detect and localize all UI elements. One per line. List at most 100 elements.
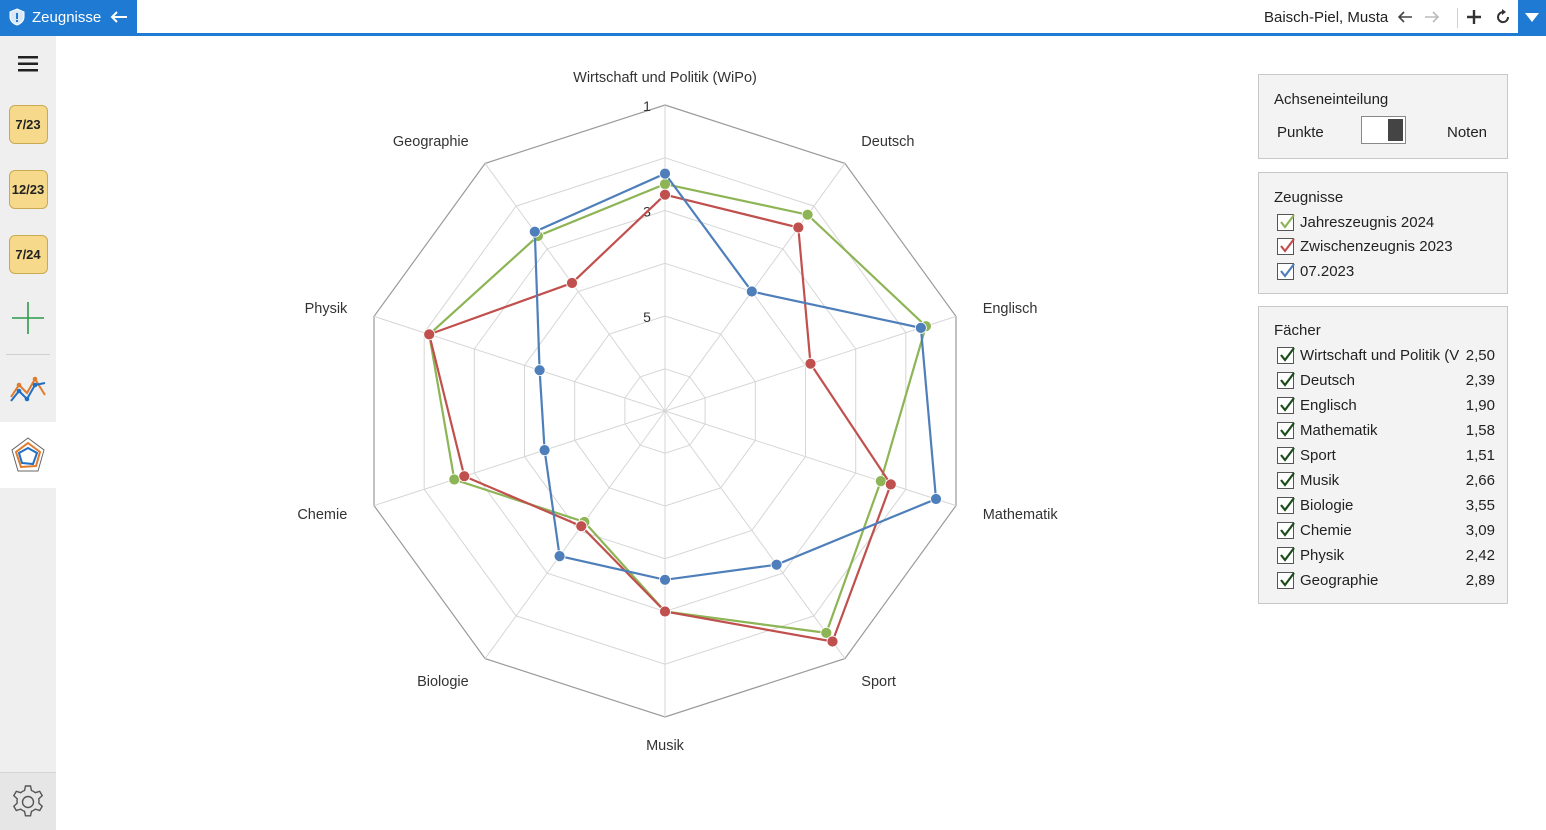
date-button-0[interactable]: 7/23 — [0, 103, 56, 145]
subject-checkbox[interactable] — [1277, 471, 1295, 489]
radar-chart-view-button[interactable] — [0, 422, 56, 488]
radar-chart: 135 Wirtschaft und Politik (WiPo)Deutsch… — [297, 70, 1059, 754]
subject-checkbox[interactable] — [1277, 496, 1295, 514]
menu-dropdown-button[interactable] — [1518, 0, 1546, 34]
series-point — [659, 605, 671, 618]
subject-row[interactable]: Wirtschaft und Politik (V 2,50 — [1277, 345, 1495, 365]
subject-average: 3,09 — [1465, 521, 1495, 539]
series-point — [566, 277, 578, 289]
subject-row[interactable]: Biologie 3,55 — [1277, 495, 1495, 515]
hamburger-menu-button[interactable] — [0, 46, 56, 82]
subject-checkbox[interactable] — [1277, 396, 1295, 414]
user-name[interactable]: Baisch-Piel, Musta — [1264, 9, 1389, 26]
sidebar: 7/23 12/23 7/24 — [0, 36, 56, 830]
axis-label: Chemie — [297, 507, 347, 523]
subject-checkbox[interactable] — [1277, 346, 1295, 364]
radar-chart-icon — [11, 437, 45, 472]
grid-spoke — [484, 410, 666, 659]
report-row[interactable]: Jahreszeugnis 2024 — [1277, 212, 1495, 232]
checkmark-icon — [1280, 421, 1295, 437]
report-label: Jahreszeugnis 2024 — [1300, 213, 1435, 231]
axis-label: Musik — [646, 738, 685, 754]
subject-row[interactable]: Sport 1,51 — [1277, 445, 1495, 465]
subject-average: 2,89 — [1465, 571, 1495, 589]
settings-button[interactable] — [0, 772, 56, 830]
axis-label: Sport — [861, 674, 896, 690]
date-button-1[interactable]: 12/23 — [0, 168, 56, 210]
checkmark-icon — [1280, 446, 1295, 462]
series-point — [533, 364, 546, 377]
subject-row[interactable]: Geographie 2,89 — [1277, 570, 1495, 590]
axis-label: Geographie — [393, 134, 469, 150]
report-row[interactable]: 07.2023 — [1277, 261, 1495, 281]
subjects-title: Fächer — [1274, 322, 1321, 339]
series-point — [423, 328, 436, 341]
tick-label: 5 — [643, 309, 651, 325]
checkmark-icon — [1280, 371, 1295, 387]
subject-label: Physik — [1300, 546, 1345, 564]
subject-label: Biologie — [1300, 496, 1354, 514]
subject-checkbox[interactable] — [1277, 571, 1295, 589]
gear-icon — [12, 784, 44, 816]
line-chart-view-button[interactable] — [0, 366, 56, 410]
chart-series — [423, 167, 942, 648]
chart-grid — [373, 104, 957, 718]
axis-label: Deutsch — [861, 134, 914, 150]
checkmark-icon — [1280, 521, 1295, 537]
series-point — [930, 493, 942, 505]
report-checkbox[interactable] — [1277, 238, 1295, 255]
subject-checkbox[interactable] — [1277, 521, 1295, 539]
subject-row[interactable]: Musik 2,66 — [1277, 470, 1495, 490]
refresh-icon[interactable] — [1494, 8, 1512, 26]
subject-row[interactable]: Mathematik 1,58 — [1277, 420, 1495, 440]
toolbar-divider — [1457, 8, 1458, 28]
axis-scale-title: Achseneinteilung — [1274, 91, 1389, 108]
subject-checkbox[interactable] — [1277, 546, 1295, 564]
subject-checkbox[interactable] — [1277, 446, 1295, 464]
subject-checkbox[interactable] — [1277, 421, 1295, 439]
axis-scale-toggle[interactable] — [1361, 116, 1406, 144]
nav-forward-arrow-right-icon[interactable] — [1423, 8, 1441, 26]
subject-row[interactable]: Chemie 3,09 — [1277, 520, 1495, 540]
date-pill: 12/23 — [8, 169, 48, 209]
report-row[interactable]: Zwischenzeugnis 2023 — [1277, 237, 1495, 257]
shield-icon — [9, 8, 25, 26]
series-point — [884, 478, 897, 491]
app-tab-title: Zeugnisse — [32, 8, 102, 26]
report-label: 07.2023 — [1300, 262, 1355, 280]
nav-back-arrow-left-icon[interactable] — [1396, 8, 1414, 26]
report-checkbox[interactable] — [1277, 213, 1295, 231]
date-button-2[interactable]: 7/24 — [0, 233, 56, 275]
subject-row[interactable]: Englisch 1,90 — [1277, 395, 1495, 415]
series-point — [448, 473, 461, 486]
grid-spoke — [664, 410, 846, 659]
toggle-knob — [1388, 119, 1403, 141]
subject-row[interactable]: Physik 2,42 — [1277, 545, 1495, 565]
axis-scale-points-label: Punkte — [1277, 124, 1324, 141]
subject-label: Mathematik — [1300, 421, 1378, 439]
checkmark-icon — [1280, 571, 1295, 587]
add-entry-button[interactable] — [0, 298, 56, 338]
subject-checkbox[interactable] — [1277, 371, 1295, 389]
subject-row[interactable]: Deutsch 2,39 — [1277, 370, 1495, 390]
plus-icon[interactable] — [1465, 8, 1483, 26]
subject-average: 1,51 — [1465, 446, 1495, 464]
subjects-panel: Fächer Wirtschaft und Politik (V 2,50 Deut… — [1258, 306, 1508, 604]
app-tab[interactable]: Zeugnisse — [0, 0, 137, 34]
date-pill: 7/24 — [8, 234, 48, 274]
series-point — [801, 208, 814, 221]
axis-scale-grades-label: Noten — [1447, 124, 1488, 141]
subject-label: Musik — [1300, 471, 1340, 489]
checkmark-icon — [1280, 238, 1295, 253]
checkmark-icon — [1280, 262, 1295, 278]
subject-average: 2,42 — [1465, 546, 1495, 564]
report-checkbox[interactable] — [1277, 262, 1295, 280]
subject-label: Chemie — [1300, 521, 1352, 539]
plus-icon — [12, 302, 44, 334]
arrow-left-icon[interactable] — [109, 9, 129, 25]
axis-label: Mathematik — [983, 507, 1059, 523]
series-point — [575, 520, 588, 533]
reports-title: Zeugnisse — [1274, 189, 1344, 206]
subject-average: 3,55 — [1465, 496, 1495, 514]
subject-label: Deutsch — [1300, 371, 1356, 389]
